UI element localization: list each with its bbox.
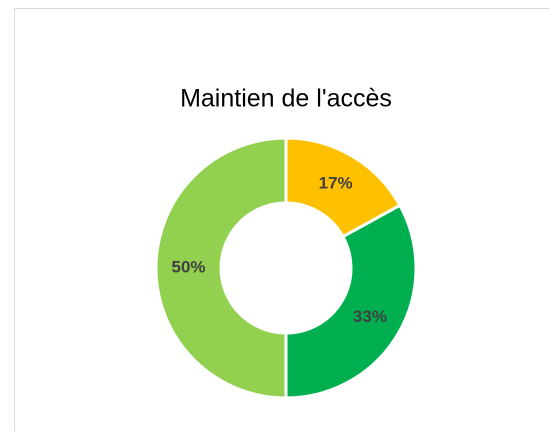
data-label: 33%	[353, 307, 387, 326]
data-label: 17%	[319, 174, 353, 193]
data-label: 50%	[171, 257, 205, 276]
chart-title: Maintien de l'accès	[180, 85, 392, 113]
